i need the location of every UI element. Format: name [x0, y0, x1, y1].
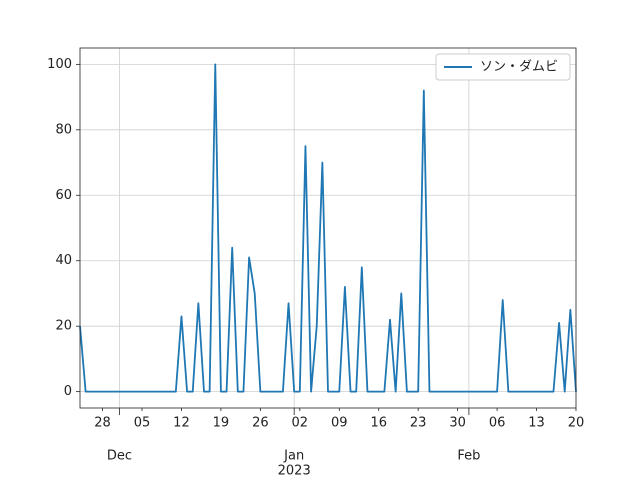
- x-tick-label: 09: [331, 416, 348, 431]
- y-tick-label: 0: [64, 384, 72, 399]
- legend-box: [435, 53, 571, 81]
- data-line: [79, 63, 577, 393]
- x-tick-label: 16: [370, 416, 387, 431]
- y-tick-label: 60: [55, 188, 72, 203]
- x-tick-label: 12: [173, 416, 190, 431]
- x-tick-label: 30: [449, 416, 466, 431]
- x-tick-label: 02: [292, 416, 309, 431]
- x-tick-label: 06: [489, 416, 506, 431]
- axes-frame: [79, 47, 577, 409]
- x-tick-label: 26: [252, 416, 269, 431]
- x-tick-label: 20: [568, 416, 585, 431]
- x-tick-label: 28: [94, 416, 111, 431]
- month-label: Feb: [457, 449, 480, 464]
- x-tick-label: 23: [410, 416, 427, 431]
- x-tick-label: 13: [528, 416, 545, 431]
- year-label: 2023: [278, 464, 311, 479]
- y-tick-label: 40: [55, 253, 72, 268]
- y-tick-label: 80: [55, 122, 72, 137]
- x-tick-label: 05: [134, 416, 151, 431]
- y-tick-label: 20: [55, 319, 72, 334]
- y-tick-label: 100: [47, 57, 72, 72]
- month-label: Jan: [283, 449, 304, 464]
- x-tick-label: 19: [213, 416, 230, 431]
- legend-label: ソン・ダムビ: [480, 60, 558, 75]
- month-label: Dec: [107, 449, 132, 464]
